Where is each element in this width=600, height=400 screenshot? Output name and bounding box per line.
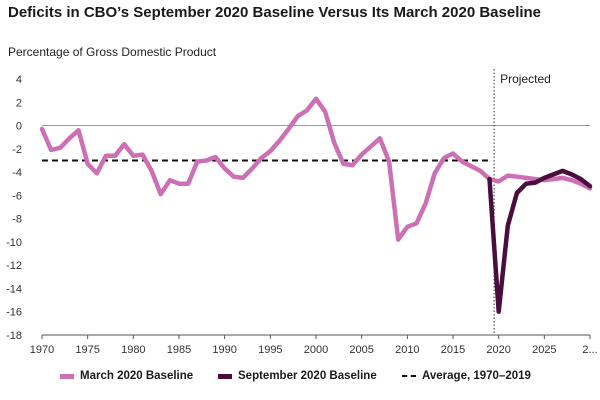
legend-item-september: September 2020 Baseline <box>218 370 377 382</box>
projection-marker: Projected <box>493 69 551 335</box>
y-tick-label: -4 <box>12 167 22 179</box>
x-tick-label: 1970 <box>30 344 54 356</box>
x-tick-label: 2... <box>582 344 597 356</box>
x-tick-label: 2005 <box>349 344 373 356</box>
series-line-march-2020 <box>39 96 593 242</box>
projected-label: Projected <box>500 72 551 86</box>
x-tick-label: 2015 <box>441 344 465 356</box>
y-tick-label: -12 <box>6 260 22 272</box>
legend-swatch-march <box>60 373 74 379</box>
x-tick-label: 2025 <box>532 344 556 356</box>
chart-legend: March 2020 Baseline September 2020 Basel… <box>0 370 600 390</box>
y-tick-label: -10 <box>6 237 22 249</box>
x-tick-label: 2020 <box>486 344 510 356</box>
chart-subtitle: Percentage of Gross Domestic Product <box>8 45 217 59</box>
y-tick-label: 2 <box>16 97 22 109</box>
y-tick-label: -14 <box>6 283 22 295</box>
legend-swatch-september <box>218 373 232 379</box>
legend-item-average: Average, 1970–2019 <box>402 370 531 382</box>
y-tick-labels: 4 2 0 -2 -4 -6 -8 -10 -12 -14 -16 -18 <box>6 74 22 342</box>
chart-title: Deficits in CBO’s September 2020 Baselin… <box>8 4 542 21</box>
y-tick-label: -6 <box>12 190 22 202</box>
legend-swatch-average <box>402 375 416 377</box>
legend-label-average: Average, 1970–2019 <box>422 370 531 382</box>
series-line-september-2020 <box>487 168 593 314</box>
x-tick-label: 1980 <box>121 344 145 356</box>
x-tick-label: 1985 <box>167 344 191 356</box>
x-tick-label: 2000 <box>304 344 328 356</box>
x-tick-label: 1990 <box>212 344 236 356</box>
y-tick-label: -8 <box>12 214 22 226</box>
y-tick-label: -18 <box>6 330 22 342</box>
y-tick-label: 4 <box>16 74 22 86</box>
legend-label-march: March 2020 Baseline <box>80 370 194 382</box>
x-tick-label: 2010 <box>395 344 419 356</box>
x-tick-labels: 1970 1975 1980 1985 1990 1995 2000 2005 2010 2015… <box>30 335 598 356</box>
y-tick-label: -2 <box>12 144 22 156</box>
legend-label-september: September 2020 Baseline <box>238 370 377 382</box>
y-tick-label: -16 <box>6 307 22 319</box>
series-lines <box>39 96 593 314</box>
legend-item-march: March 2020 Baseline <box>60 370 193 382</box>
x-tick-label: 1995 <box>258 344 282 356</box>
y-tick-label: 0 <box>16 121 22 133</box>
x-tick-label: 1975 <box>75 344 99 356</box>
